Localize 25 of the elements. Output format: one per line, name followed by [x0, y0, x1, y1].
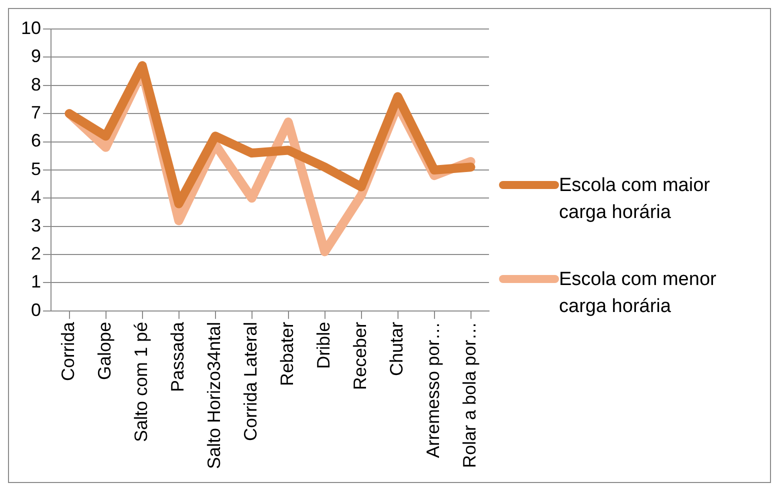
x-tick-label: Salto Horizo34ntal [204, 322, 224, 470]
x-tick-label: Rolar a bola por… [460, 322, 480, 468]
y-tick-label: 3 [31, 215, 42, 236]
y-tick-label: 10 [20, 18, 42, 38]
y-tick-label: 0 [31, 300, 42, 320]
x-tick-label: Chutar [386, 322, 407, 376]
x-tick-label: Corrida Lateral [240, 322, 261, 441]
y-tick-label: 4 [31, 187, 42, 208]
x-tick-label: Galope [94, 322, 115, 380]
y-tick-label: 5 [31, 158, 42, 179]
x-tick-label: Rebater [277, 322, 298, 386]
y-tick-label: 8 [31, 74, 42, 94]
y-tick-label: 9 [31, 46, 42, 66]
y-tick-label: 1 [31, 272, 42, 292]
y-tick-label: 7 [31, 102, 42, 123]
x-tick-label: Passada [168, 320, 188, 392]
legend-label: Escola com menor carga horária [559, 268, 718, 318]
x-tick-label: Drible [314, 322, 334, 369]
x-tick-label: Salto com 1 pé [131, 322, 152, 442]
y-tick-label: 6 [31, 130, 42, 151]
y-tick-label: 2 [31, 244, 42, 264]
x-tick-label: Arremesso por… [423, 322, 444, 458]
x-tick-label: Corrida [58, 320, 78, 381]
x-tick-label: Receber [350, 322, 370, 390]
legend-label: Escola com maior carga horária [559, 174, 711, 224]
